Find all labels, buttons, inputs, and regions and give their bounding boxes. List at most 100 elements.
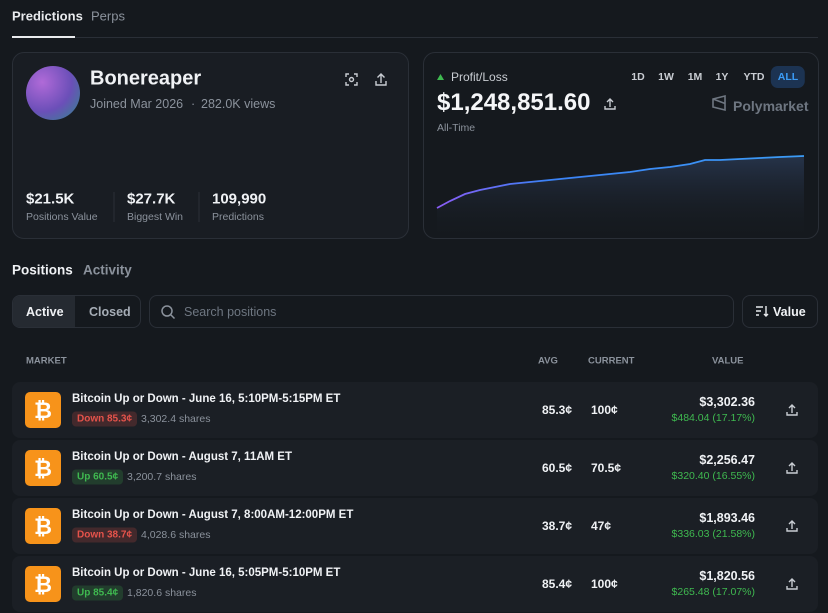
market-title[interactable]: Bitcoin Up or Down - August 7, 11AM ET (72, 451, 292, 463)
avatar[interactable] (26, 66, 80, 120)
pnl-card (423, 52, 819, 239)
stat-label: Positions Value (26, 211, 98, 223)
market-title[interactable]: Bitcoin Up or Down - June 16, 5:10PM-5:1… (72, 393, 341, 405)
range-button[interactable]: 1M (687, 71, 703, 83)
share-button[interactable] (784, 402, 800, 418)
filter[interactable]: Active (26, 305, 64, 319)
pnl: $265.48 (17.07%) (671, 586, 755, 598)
tab[interactable]: Predictions (12, 8, 83, 24)
stat-value: $21.5K (26, 190, 75, 208)
pnl-share-icon[interactable] (604, 98, 616, 110)
bitcoin-icon: ₿ (25, 392, 61, 428)
svg-text:₿: ₿ (34, 457, 52, 482)
sort-label[interactable]: Value (773, 305, 806, 319)
bitcoin-icon: ₿ (25, 450, 61, 486)
pnl-area (437, 156, 804, 238)
sort-button[interactable] (742, 295, 818, 328)
bitcoin-glyph: ₿ (34, 399, 52, 424)
filter[interactable]: Closed (89, 305, 131, 319)
divider (75, 37, 818, 38)
svg-text:₿: ₿ (34, 515, 52, 540)
share-icon[interactable] (375, 73, 387, 86)
profile-name: Bonereaper (90, 67, 202, 90)
pnl-label: Profit/Loss (451, 70, 508, 84)
brand-logo (712, 94, 726, 112)
separator: · (191, 97, 196, 111)
section-tab[interactable]: Activity (83, 262, 132, 278)
outcome-badge: Down 85.3¢ (72, 411, 138, 427)
pnl-value: $1,248,851.60 (437, 89, 591, 116)
pnl: $320.40 (16.55%) (671, 470, 755, 482)
stat-value: $27.7K (127, 190, 176, 208)
search-placeholder: Search positions (184, 305, 277, 319)
joined: Joined Mar 2026 (90, 97, 184, 111)
range-button[interactable]: 1W (658, 71, 674, 83)
bitcoin-glyph: ₿ (34, 457, 52, 482)
position-row[interactable] (12, 382, 818, 438)
avg: 60.5¢ (541, 461, 572, 475)
current: 100¢ (591, 577, 618, 591)
avg: 85.4¢ (541, 577, 572, 591)
shares: 3,302.4 shares (141, 413, 211, 425)
position-row[interactable] (12, 498, 818, 554)
market-title[interactable]: Bitcoin Up or Down - August 7, 8:00AM-12… (72, 509, 354, 521)
pnl-arrow (437, 74, 444, 80)
current: 70.5¢ (591, 461, 622, 475)
bitcoin-icon: ₿ (25, 508, 61, 544)
pnl: $336.03 (21.58%) (671, 528, 755, 540)
table-header[interactable]: CURRENT (588, 355, 635, 367)
tab-underline (12, 36, 75, 38)
share-glyph (786, 462, 798, 474)
bitcoin-glyph: ₿ (34, 573, 52, 598)
brand: Polymarket (733, 98, 809, 114)
avg: 38.7¢ (541, 519, 572, 533)
shares: 1,820.6 shares (127, 587, 197, 599)
current: 100¢ (591, 403, 618, 417)
avg: 85.3¢ (541, 403, 572, 417)
share-button[interactable] (784, 460, 800, 476)
current: 47¢ (591, 519, 612, 533)
range-button[interactable]: 1Y (715, 71, 729, 83)
search-box[interactable] (149, 295, 734, 328)
bitcoin-glyph: ₿ (34, 515, 52, 540)
filter-active-bg (13, 296, 75, 327)
shares: 3,200.7 shares (127, 471, 197, 483)
share-button[interactable] (784, 518, 800, 534)
share-glyph (786, 404, 798, 416)
outcome-badge: Up 60.5¢ (72, 469, 124, 485)
range-button[interactable]: 1D (631, 71, 645, 83)
section-tab[interactable]: Positions (12, 262, 73, 278)
value: $1,893.46 (699, 511, 755, 525)
value: $2,256.47 (699, 453, 755, 467)
position-row[interactable] (12, 440, 818, 496)
outcome-badge: Up 85.4¢ (72, 585, 124, 601)
outcome-badge: Down 38.7¢ (72, 527, 138, 543)
scan-icon[interactable] (345, 73, 358, 86)
share-button[interactable] (784, 576, 800, 592)
value: $3,302.36 (699, 395, 755, 409)
share-glyph (786, 520, 798, 532)
market-title[interactable]: Bitcoin Up or Down - June 16, 5:05PM-5:1… (72, 567, 341, 579)
range-button[interactable]: ALL (770, 66, 806, 88)
filter-group (12, 295, 141, 328)
sort-icon (756, 306, 769, 317)
views: 282.0K views (201, 97, 276, 111)
position-row[interactable] (12, 556, 818, 612)
tab[interactable]: Perps (91, 8, 125, 24)
stat-label: Biggest Win (127, 211, 184, 223)
range-button[interactable]: YTD (743, 71, 765, 83)
bitcoin-icon: ₿ (25, 566, 61, 602)
shares: 4,028.6 shares (141, 529, 211, 541)
stat-value: 109,990 (212, 190, 267, 208)
pnl: $484.04 (17.17%) (671, 412, 755, 424)
svg-text:₿: ₿ (34, 573, 52, 598)
pnl-period: All-Time (437, 122, 476, 134)
table-header[interactable]: AVG (538, 355, 558, 367)
table-header[interactable]: VALUE (712, 355, 744, 367)
table-header[interactable]: MARKET (26, 355, 67, 367)
svg-text:₿: ₿ (34, 399, 52, 424)
pnl-line (436, 155, 805, 209)
